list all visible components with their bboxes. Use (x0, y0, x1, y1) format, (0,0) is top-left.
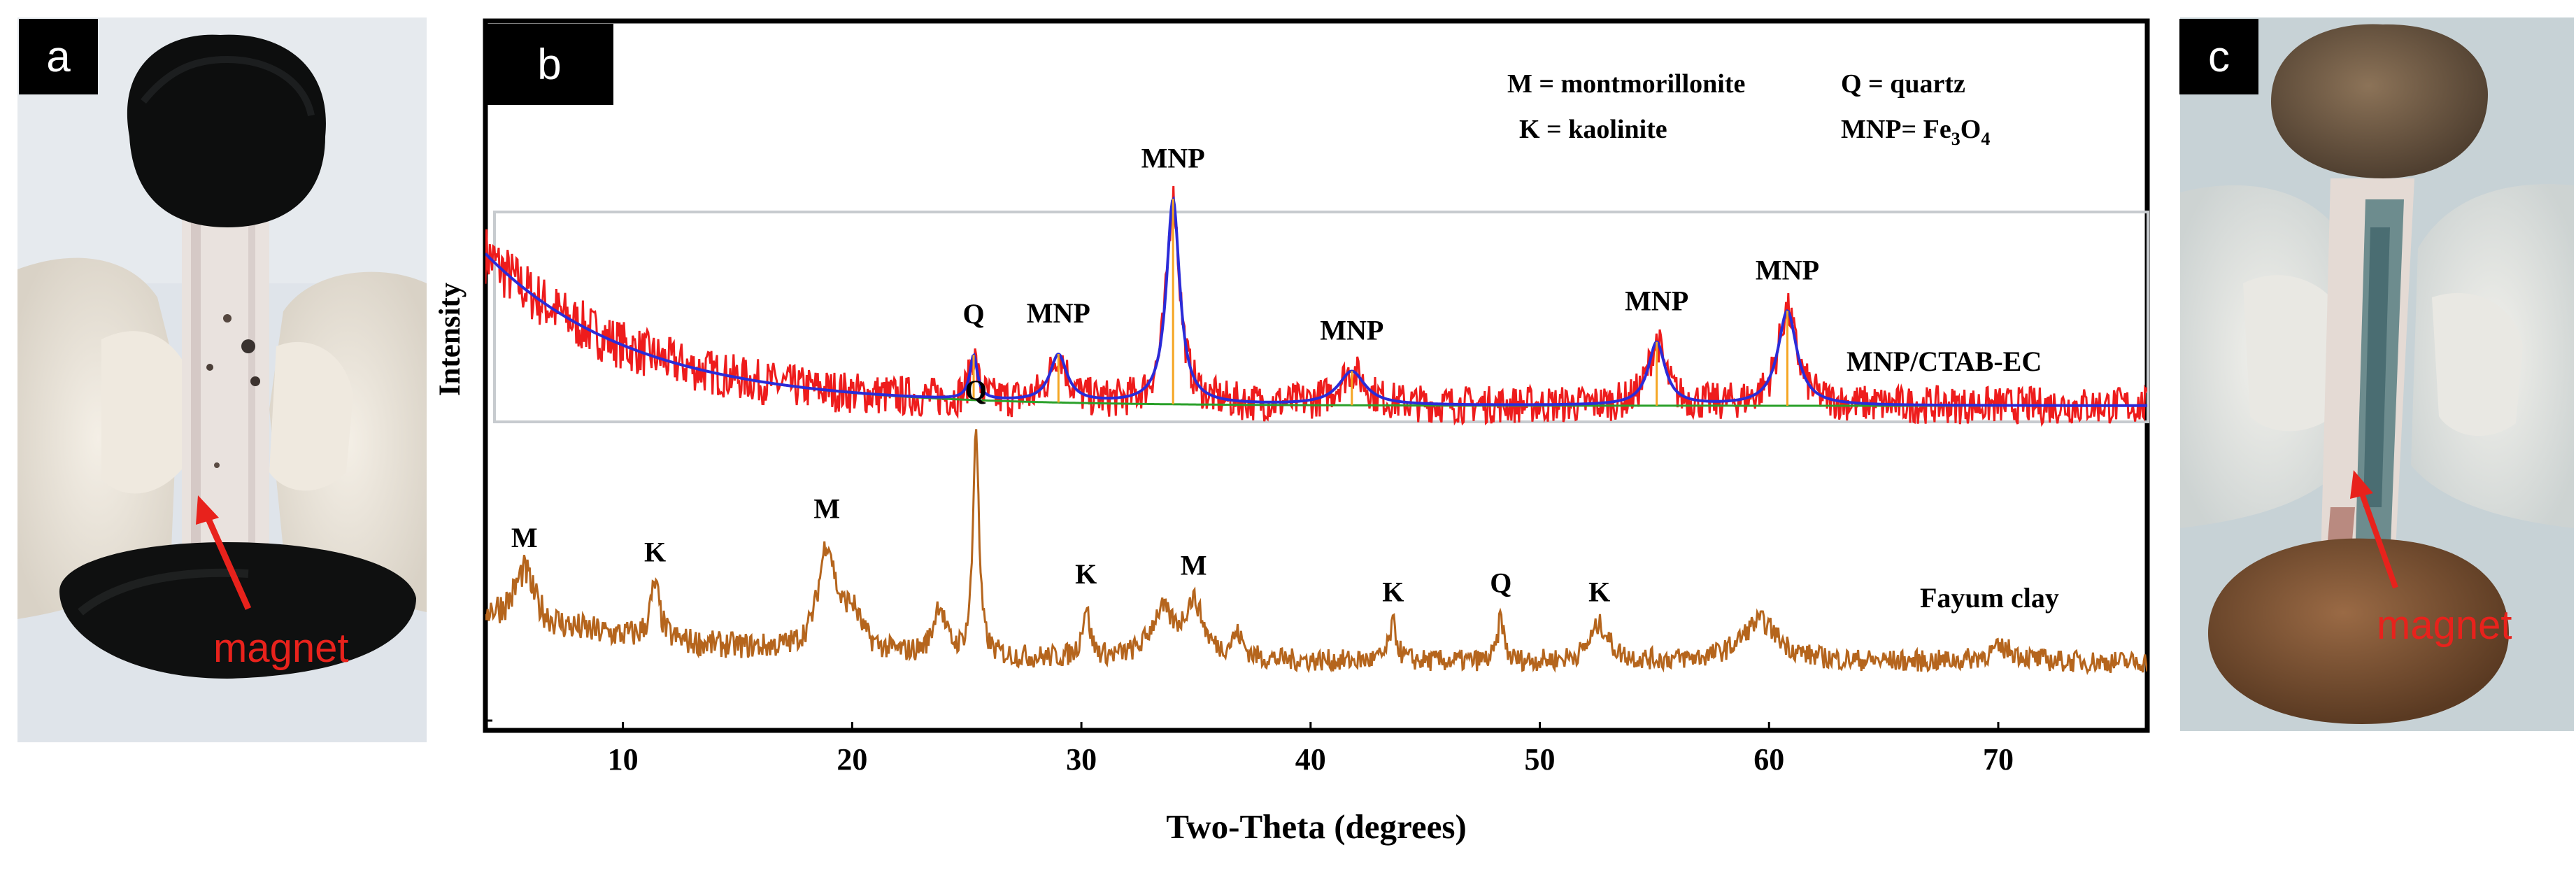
x-tick-label: 20 (837, 742, 867, 777)
panel-c-label: c (2179, 19, 2258, 94)
x-tick-label: 10 (608, 742, 639, 777)
peak-label: MNP (1625, 285, 1688, 317)
peak-label: K (1588, 576, 1610, 608)
series-label-fayum: Fayum clay (1920, 582, 2059, 614)
series-line-0 (485, 185, 2147, 427)
peak-label: MNP (1027, 297, 1090, 329)
x-tick-label: 50 (1525, 742, 1556, 777)
peak-label: K (1382, 576, 1404, 607)
x-tick-label: 60 (1753, 742, 1784, 777)
x-tick-label: 70 (1983, 742, 2014, 777)
panel-c-photo (2180, 17, 2574, 731)
peak-label: MNP (1320, 314, 1383, 346)
legend-mnp: MNP= Fe3O4 (1841, 115, 1990, 149)
peak-label: MNP (1756, 254, 1819, 285)
peak-fit-line (485, 195, 2147, 407)
legend-kaolinite: K = kaolinite (1519, 115, 1667, 144)
peak-label: M (511, 522, 538, 553)
x-axis-label: Two-Theta (degrees) (1166, 807, 1467, 846)
panel-a-label: a (19, 19, 98, 94)
legend-montmorillonite: M = montmorillonite (1507, 69, 1745, 99)
series-label-mnp-ctab: MNP/CTAB-EC (1846, 346, 2042, 377)
peak-label: M (1181, 550, 1207, 581)
legend-quartz: Q = quartz (1841, 69, 1965, 99)
panel-c-magnet-label: magnet (2377, 602, 2512, 648)
peak-label: Q (1490, 567, 1511, 598)
peak-label: MNP (1141, 142, 1205, 174)
inset-frame (493, 211, 2149, 423)
x-tick-label: 30 (1066, 742, 1097, 777)
peak-label: Q (965, 374, 987, 406)
peak-label: Q (962, 298, 984, 330)
plot-frame (483, 18, 2150, 733)
panel-a-magnet-label: magnet (213, 625, 349, 671)
peak-label: K (1075, 558, 1097, 590)
series-line-1 (485, 429, 2147, 676)
y-axis-label: Intensity (434, 282, 467, 396)
peak-label: K (644, 537, 666, 568)
peak-label: M (813, 493, 840, 524)
panel-a-photo (17, 17, 427, 742)
x-tick-label: 40 (1295, 742, 1326, 777)
panel-b-label: b (485, 24, 613, 105)
